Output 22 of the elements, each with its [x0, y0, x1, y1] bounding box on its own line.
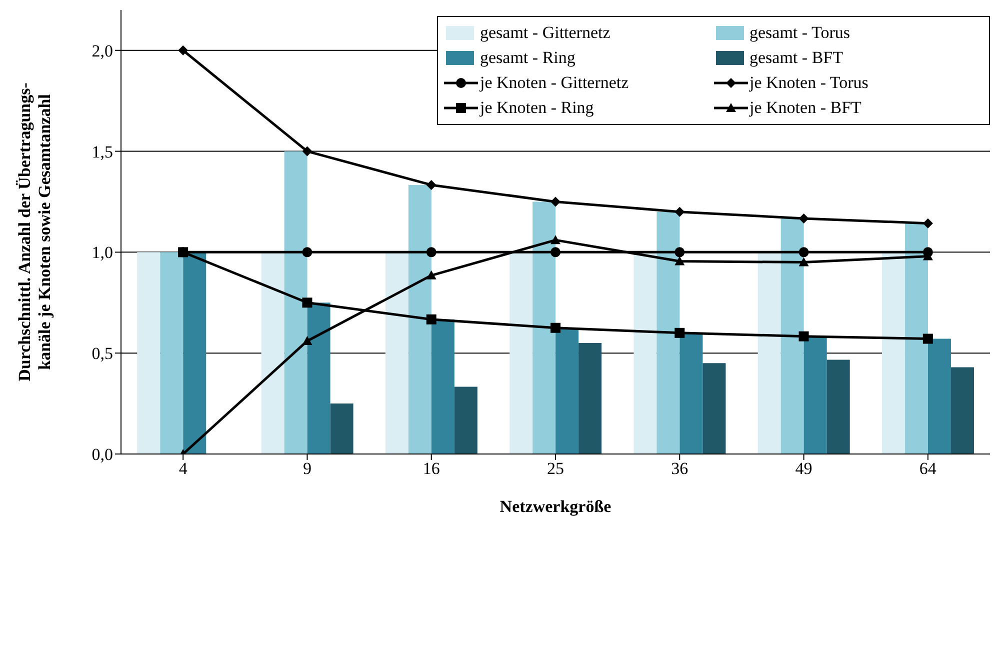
legend-label: gesamt - Ring: [480, 48, 576, 68]
x-tick-label: 49: [795, 459, 812, 478]
x-tick-label: 64: [919, 459, 937, 478]
y-tick-label: 0,0: [92, 445, 113, 464]
x-tick-label: 16: [422, 459, 440, 478]
y-tick-label: 2,0: [92, 41, 113, 60]
y-tick-label: 0,5: [92, 344, 113, 364]
legend-label: je Knoten - BFT: [750, 98, 862, 118]
legend-label: je Knoten - Gitternetz: [480, 73, 629, 93]
x-tick-label: 4: [178, 459, 188, 478]
x-tick-label: 25: [547, 459, 564, 478]
y-tick-label: 1,0: [92, 243, 113, 262]
y-axis-title: Durchschnittl. Anzahl der Übertragungs- kanäle je Knoten sowie Gesamtanzahl: [15, 82, 54, 382]
x-tick-label: 9: [302, 459, 312, 478]
legend-label: je Knoten - Torus: [750, 73, 868, 93]
legend-label: je Knoten - Ring: [480, 98, 594, 118]
legend-label: gesamt - BFT: [750, 48, 843, 68]
legend-label: gesamt - Gitternetz: [480, 23, 610, 43]
y-tick-label: 1,5: [92, 142, 113, 162]
legend-label: gesamt - Torus: [750, 23, 850, 43]
x-tick-label: 36: [671, 459, 688, 478]
x-axis-title: Netzwerkgröße: [500, 497, 612, 516]
